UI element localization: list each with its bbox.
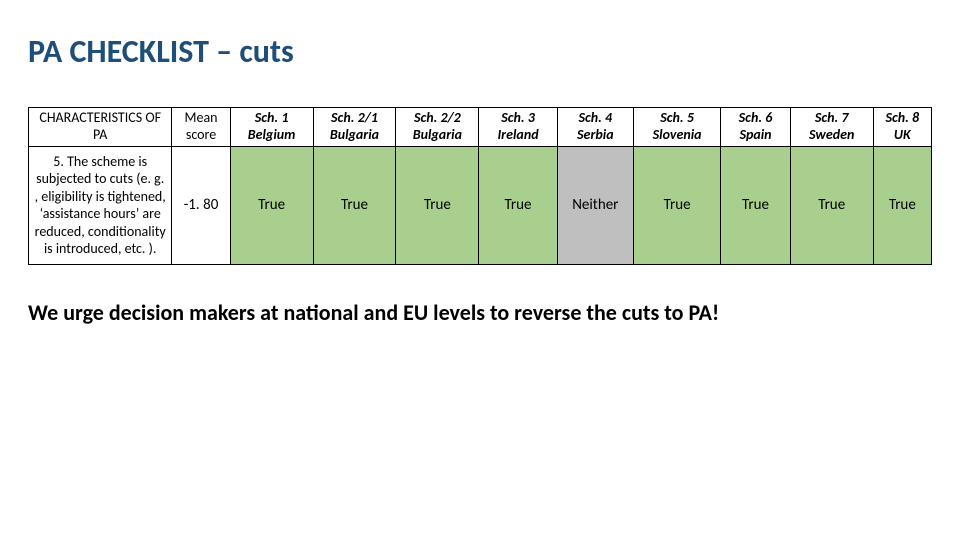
scheme-label: Sch. 2/2	[398, 110, 476, 127]
cell-scheme-3: True	[479, 146, 557, 264]
row-characteristic-label: 5. The scheme is subjected to cuts (e. g…	[29, 146, 172, 264]
scheme-label: Sch. 3	[481, 110, 554, 127]
cell-scheme-1: True	[230, 146, 313, 264]
cell-scheme-6: True	[721, 146, 790, 264]
cell-scheme-8: True	[873, 146, 931, 264]
cell-scheme-2-2: True	[396, 146, 479, 264]
country-label: Ireland	[481, 127, 554, 144]
col-mean-score: Mean score	[172, 108, 230, 147]
col-scheme-2-2: Sch. 2/2Bulgaria	[396, 108, 479, 147]
scheme-label: Sch. 7	[793, 110, 871, 127]
country-label: Bulgaria	[398, 127, 476, 144]
table-header-row: CHARACTERISTICS OF PA Mean score Sch. 1B…	[29, 108, 932, 147]
col-scheme-7: Sch. 7Sweden	[790, 108, 873, 147]
scheme-label: Sch. 8	[876, 110, 929, 127]
footer-statement: We urge decision makers at national and …	[28, 299, 932, 326]
country-label: Sweden	[793, 127, 871, 144]
scheme-label: Sch. 4	[560, 110, 631, 127]
cell-scheme-5: True	[633, 146, 720, 264]
col-scheme-2-1: Sch. 2/1Bulgaria	[313, 108, 396, 147]
country-label: Belgium	[233, 127, 311, 144]
country-label: Spain	[723, 127, 787, 144]
country-label: Slovenia	[636, 127, 718, 144]
col-scheme-8: Sch. 8UK	[873, 108, 931, 147]
table-row: 5. The scheme is subjected to cuts (e. g…	[29, 146, 932, 264]
scheme-label: Sch. 2/1	[316, 110, 394, 127]
col-characteristics: CHARACTERISTICS OF PA	[29, 108, 172, 147]
cell-scheme-7: True	[790, 146, 873, 264]
country-label: Serbia	[560, 127, 631, 144]
col-scheme-6: Sch. 6Spain	[721, 108, 790, 147]
cell-scheme-4: Neither	[557, 146, 633, 264]
scheme-label: Sch. 1	[233, 110, 311, 127]
country-label: UK	[876, 127, 929, 144]
cell-scheme-2-1: True	[313, 146, 396, 264]
pa-checklist-table: CHARACTERISTICS OF PA Mean score Sch. 1B…	[28, 107, 932, 265]
col-scheme-4: Sch. 4Serbia	[557, 108, 633, 147]
country-label: Bulgaria	[316, 127, 394, 144]
page-title: PA CHECKLIST – cuts	[28, 32, 932, 71]
scheme-label: Sch. 5	[636, 110, 718, 127]
scheme-label: Sch. 6	[723, 110, 787, 127]
col-scheme-5: Sch. 5Slovenia	[633, 108, 720, 147]
row-mean-score: -1. 80	[172, 146, 230, 264]
col-scheme-1: Sch. 1Belgium	[230, 108, 313, 147]
col-scheme-3: Sch. 3Ireland	[479, 108, 557, 147]
